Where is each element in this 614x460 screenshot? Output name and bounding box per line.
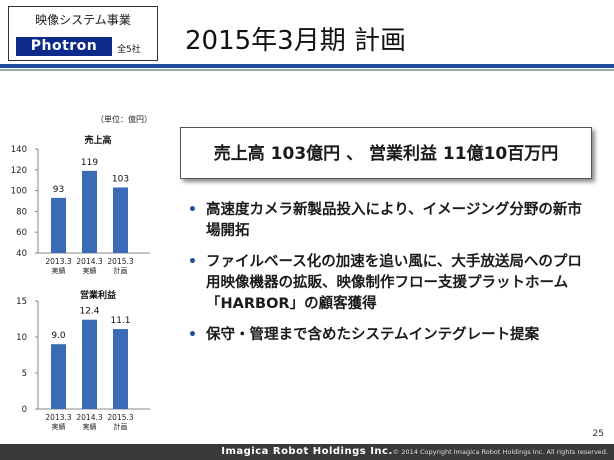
- summary-box: 売上高 103億円 、 営業利益 11億10百万円: [180, 127, 592, 179]
- x-tick-label: 2015.3: [107, 413, 133, 422]
- bar: [51, 197, 66, 253]
- bar-value-label: 103: [112, 174, 129, 184]
- header-rule-secondary: [0, 69, 614, 71]
- bar: [82, 319, 97, 409]
- footer-bar: Imagica Robot Holdings Inc. © 2014 Copyr…: [0, 444, 614, 460]
- chart-title: 売上高: [84, 134, 111, 146]
- bullet-text: 高速度カメラ新製品投入により、イメージング分野の新市場開拓: [206, 202, 582, 239]
- bar: [51, 344, 66, 409]
- bar-value-label: 11.1: [110, 316, 130, 326]
- x-tick-sublabel: 計画: [114, 266, 128, 275]
- brand-logo: Photron: [16, 37, 112, 56]
- x-tick-sublabel: 実績: [83, 422, 97, 431]
- bullet-text: 保守・管理まで含めたシステムインテグレート提案: [206, 327, 540, 343]
- segment-label: 映像システム事業: [35, 13, 131, 27]
- x-tick-sublabel: 実績: [52, 266, 66, 275]
- header-rule: [0, 64, 614, 68]
- bar-value-label: 12.4: [79, 307, 99, 317]
- bar: [113, 329, 128, 409]
- bar-value-label: 9.0: [51, 331, 66, 341]
- bullet-icon: •: [188, 327, 197, 343]
- y-tick-label: 10: [16, 333, 27, 343]
- y-tick-label: 140: [11, 145, 27, 155]
- chart-title: 営業利益: [80, 289, 116, 301]
- bar-value-label: 119: [81, 158, 98, 168]
- bullet-list: • 高速度カメラ新製品投入により、イメージング分野の新市場開拓 • ファイルベース化…: [186, 200, 596, 356]
- bullet-icon: •: [188, 254, 197, 270]
- y-tick-label: 5: [22, 369, 27, 379]
- bar: [82, 170, 97, 253]
- y-tick-label: 40: [16, 249, 27, 259]
- footer-copyright: © 2014 Copyright Imagica Robot Holdings …: [392, 448, 608, 456]
- segment-box: 映像システム事業 Photron 全5社: [8, 6, 158, 61]
- y-tick-label: 0: [22, 405, 27, 415]
- footer-company: Imagica Robot Holdings Inc.: [221, 446, 393, 457]
- bar-value-label: 93: [53, 185, 64, 195]
- x-tick-sublabel: 計画: [114, 422, 128, 431]
- x-tick-sublabel: 実績: [83, 266, 97, 275]
- x-tick-sublabel: 実績: [52, 422, 66, 431]
- segment-scope: 全5社: [117, 45, 141, 55]
- slide-title: 2015年3月期 計画: [185, 26, 406, 56]
- bullet-item: • 高速度カメラ新製品投入により、イメージング分野の新市場開拓: [186, 200, 596, 242]
- page-number: 25: [592, 429, 604, 439]
- bullet-icon: •: [188, 202, 197, 218]
- y-tick-label: 80: [16, 207, 27, 217]
- x-tick-label: 2013.3: [45, 257, 71, 266]
- bar-charts: （単位：億円）売上高406080100120140932013.3実績11920…: [11, 114, 152, 431]
- y-tick-label: 60: [16, 228, 27, 238]
- chart-unit-note: （単位：億円）: [96, 114, 152, 124]
- y-tick-label: 100: [11, 187, 27, 197]
- bullet-item: • ファイルベース化の加速を追い風に、大手放送局へのプロ用映像機器の拡販、映像制作…: [186, 252, 596, 315]
- bullet-text: ファイルベース化の加速を追い風に、大手放送局へのプロ用映像機器の拡販、映像制作フ…: [206, 254, 582, 312]
- x-tick-label: 2014.3: [76, 413, 102, 422]
- x-tick-label: 2013.3: [45, 413, 71, 422]
- y-tick-label: 15: [16, 297, 27, 307]
- y-tick-label: 120: [11, 166, 27, 176]
- bullet-item: • 保守・管理まで含めたシステムインテグレート提案: [186, 325, 596, 346]
- x-tick-label: 2014.3: [76, 257, 102, 266]
- bar: [113, 187, 128, 253]
- x-tick-label: 2015.3: [107, 257, 133, 266]
